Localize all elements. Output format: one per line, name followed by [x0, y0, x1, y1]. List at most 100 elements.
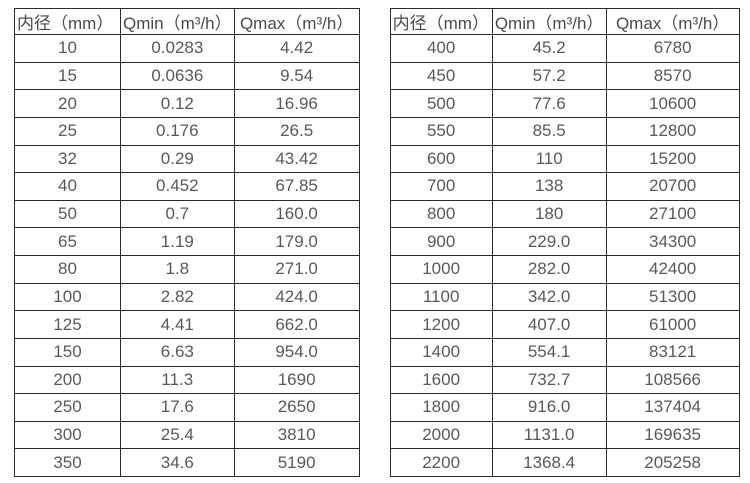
diameter-cell: 1800	[389, 393, 493, 422]
qmax-cell: 20700	[605, 172, 740, 201]
table-row: 800 180 27100	[389, 199, 740, 229]
diameter-cell: 100	[14, 282, 121, 312]
qmin-cell: 34.6	[120, 448, 235, 477]
qmin-cell: 1.19	[120, 227, 235, 256]
diameter-cell: 900	[389, 227, 493, 256]
diameter-cell: 25	[14, 116, 121, 146]
qmin-cell: 0.452	[120, 172, 235, 201]
qmax-cell: 83121	[605, 337, 740, 367]
table-row: 25 0.176 26.5	[14, 116, 360, 146]
qmax-cell: 43.42	[233, 144, 360, 174]
column-header-diameter: 内径（mm）	[14, 8, 121, 35]
qmax-cell: 137404	[605, 393, 740, 422]
qmax-cell: 16.96	[233, 89, 360, 118]
qmin-cell: 1368.4	[491, 448, 607, 477]
qmax-cell: 15200	[605, 144, 740, 174]
qmax-cell: 5190	[233, 448, 360, 477]
qmax-cell: 10600	[605, 89, 740, 118]
diameter-cell: 1400	[389, 337, 493, 367]
qmin-cell: 916.0	[491, 393, 607, 422]
table-row: 1400 554.1 83121	[389, 337, 740, 367]
qmax-cell: 51300	[605, 282, 740, 312]
diameter-cell: 2000	[389, 420, 493, 450]
column-header-qmin: Qmin（m³/h）	[491, 8, 607, 35]
qmin-cell: 57.2	[491, 61, 607, 91]
table-row: 1600 732.7 108566	[389, 365, 740, 395]
qmax-cell: 169635	[605, 420, 740, 450]
diameter-cell: 600	[389, 144, 493, 174]
qmin-cell: 229.0	[491, 227, 607, 256]
qmin-cell: 282.0	[491, 255, 607, 284]
table-row: 50 0.7 160.0	[14, 199, 360, 229]
table-row: 65 1.19 179.0	[14, 227, 360, 256]
qmax-cell: 205258	[605, 448, 740, 477]
diameter-cell: 40	[14, 172, 121, 201]
table-row: 900 229.0 34300	[389, 227, 740, 256]
table-row: 500 77.6 10600	[389, 89, 740, 118]
diameter-cell: 2200	[389, 448, 493, 477]
table-row: 2000 1131.0 169635	[389, 420, 740, 450]
column-header-qmax: Qmax（m³/h）	[605, 8, 740, 35]
large-diameter-flow-table: 内径（mm） Qmin（m³/h） Qmax（m³/h） 400 45.2 6780 450…	[389, 8, 740, 477]
qmax-cell: 108566	[605, 365, 740, 395]
diameter-cell: 1200	[389, 310, 493, 339]
qmax-cell: 6780	[605, 34, 740, 63]
qmin-cell: 6.63	[120, 337, 235, 367]
diameter-cell: 500	[389, 89, 493, 118]
diameter-cell: 50	[14, 199, 121, 229]
diameter-cell: 1100	[389, 282, 493, 312]
diameter-cell: 700	[389, 172, 493, 201]
diameter-cell: 10	[14, 34, 121, 63]
qmax-cell: 160.0	[233, 199, 360, 229]
diameter-cell: 125	[14, 310, 121, 339]
table-row: 250 17.6 2650	[14, 393, 360, 422]
diameter-cell: 80	[14, 255, 121, 284]
diameter-cell: 300	[14, 420, 121, 450]
table-row: 550 85.5 12800	[389, 116, 740, 146]
qmin-cell: 407.0	[491, 310, 607, 339]
qmin-cell: 85.5	[491, 116, 607, 146]
qmin-cell: 0.0636	[120, 61, 235, 91]
qmin-cell: 0.12	[120, 89, 235, 118]
qmin-cell: 0.29	[120, 144, 235, 174]
diameter-cell: 250	[14, 393, 121, 422]
qmin-cell: 0.176	[120, 116, 235, 146]
small-diameter-flow-table: 内径（mm） Qmin（m³/h） Qmax（m³/h） 10 0.0283 4.42 15…	[14, 8, 360, 477]
qmax-cell: 271.0	[233, 255, 360, 284]
qmin-cell: 110	[491, 144, 607, 174]
table-row: 32 0.29 43.42	[14, 144, 360, 174]
diameter-cell: 450	[389, 61, 493, 91]
qmin-cell: 2.82	[120, 282, 235, 312]
table-row: 300 25.4 3810	[14, 420, 360, 450]
qmax-cell: 662.0	[233, 310, 360, 339]
diameter-cell: 350	[14, 448, 121, 477]
qmax-cell: 954.0	[233, 337, 360, 367]
table-row: 200 11.3 1690	[14, 365, 360, 395]
qmax-cell: 67.85	[233, 172, 360, 201]
qmin-cell: 554.1	[491, 337, 607, 367]
qmax-cell: 12800	[605, 116, 740, 146]
qmin-cell: 1.8	[120, 255, 235, 284]
qmax-cell: 42400	[605, 255, 740, 284]
table-row: 450 57.2 8570	[389, 61, 740, 91]
qmax-cell: 8570	[605, 61, 740, 91]
table-row: 20 0.12 16.96	[14, 89, 360, 118]
qmax-cell: 1690	[233, 365, 360, 395]
diameter-cell: 1600	[389, 365, 493, 395]
header-row: 内径（mm） Qmin（m³/h） Qmax（m³/h）	[389, 8, 740, 35]
column-header-qmax: Qmax（m³/h）	[233, 8, 360, 35]
diameter-cell: 65	[14, 227, 121, 256]
qmin-cell: 45.2	[491, 34, 607, 63]
qmin-cell: 1131.0	[491, 420, 607, 450]
flow-rate-tables-container: 内径（mm） Qmin（m³/h） Qmax（m³/h） 10 0.0283 4.42 15…	[14, 8, 740, 477]
table-row: 1100 342.0 51300	[389, 282, 740, 312]
table-row: 600 110 15200	[389, 144, 740, 174]
diameter-cell: 32	[14, 144, 121, 174]
diameter-cell: 550	[389, 116, 493, 146]
qmin-cell: 0.0283	[120, 34, 235, 63]
column-header-qmin: Qmin（m³/h）	[120, 8, 235, 35]
qmax-cell: 424.0	[233, 282, 360, 312]
qmin-cell: 0.7	[120, 199, 235, 229]
table-row: 1000 282.0 42400	[389, 255, 740, 284]
diameter-cell: 20	[14, 89, 121, 118]
